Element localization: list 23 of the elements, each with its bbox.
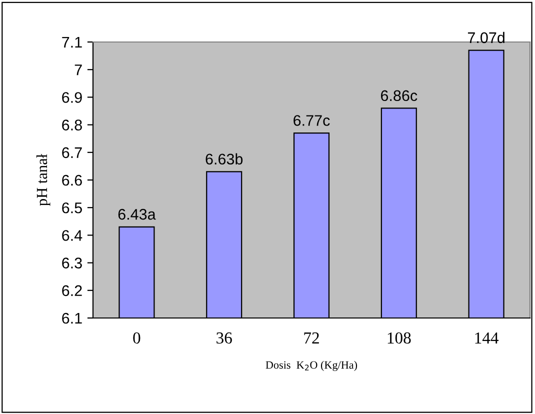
x-axis-title: Dosis K$_{2}$O (Kg/Ha) [266, 360, 358, 371]
y-tick-label: 6.9 [62, 92, 82, 103]
y-tick-label: 7 [74, 64, 82, 76]
y-tick-label: 6.1 [62, 312, 82, 324]
x-tick-label: 144 [475, 332, 499, 344]
x-tick-label: 0 [133, 332, 140, 344]
data-label: 6.43a [118, 208, 156, 220]
y-tick-label: 6.5 [62, 202, 82, 214]
y-tick-label: 6.3 [62, 258, 82, 268]
y-tick-label: 6.8 [62, 120, 82, 130]
x-tick-label: 108 [388, 332, 411, 344]
data-label: 6.77c [294, 115, 330, 126]
y-axis-title: pH tanał [36, 154, 50, 206]
data-label: 6.63b [206, 153, 243, 165]
x-tick-label: 36 [216, 332, 232, 344]
y-tick-label: 6.7 [62, 147, 82, 158]
y-tick-label: 6.2 [62, 285, 82, 296]
x-tick-label: 72 [304, 332, 319, 344]
y-tick-label: 7.1 [62, 37, 82, 48]
y-tick-label: 6.4 [62, 230, 82, 241]
y-tick-label: 6.6 [62, 174, 82, 186]
data-label: 6.86c [380, 90, 418, 102]
data-label: 7.07d [468, 32, 504, 44]
